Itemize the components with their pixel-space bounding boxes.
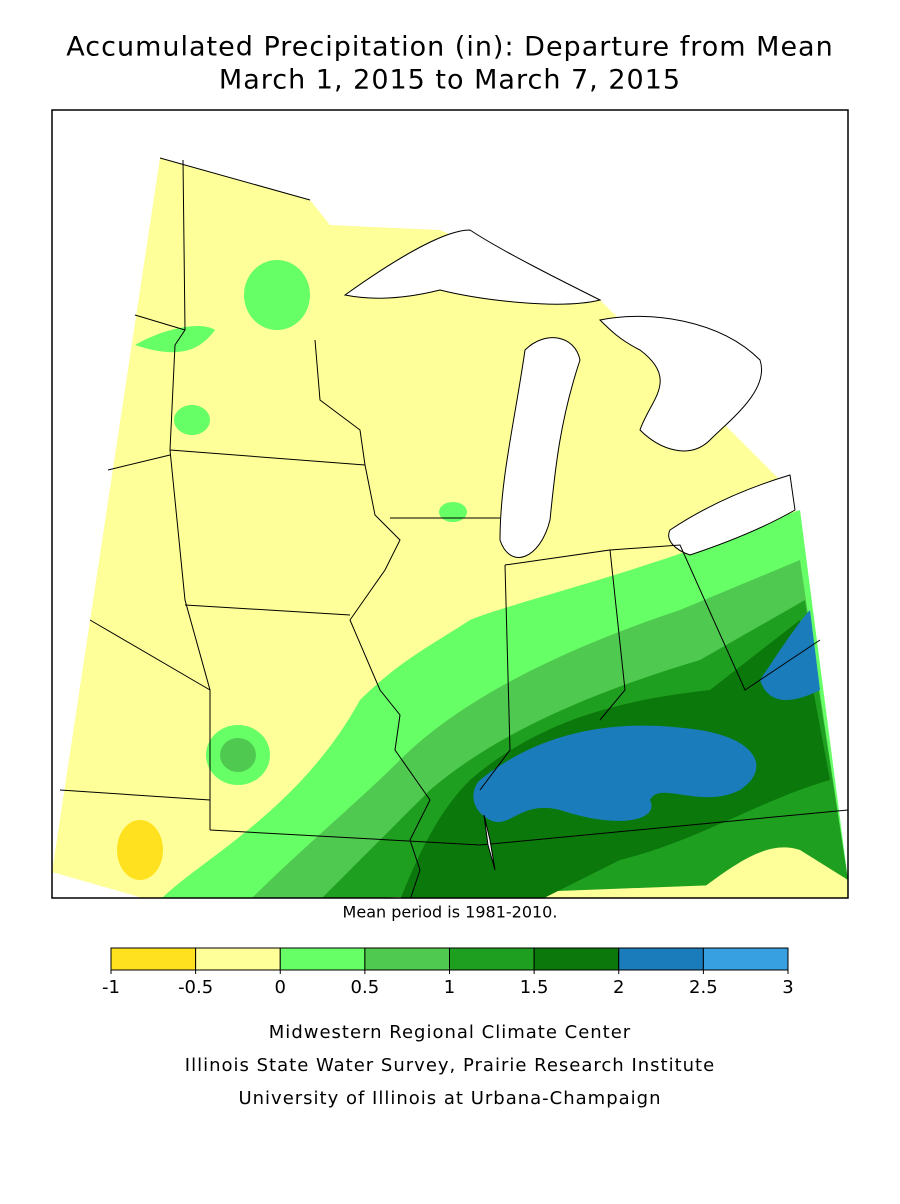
contour [692, 847, 848, 898]
borders [59, 157, 848, 898]
colorbar-swatch [618, 947, 704, 971]
colorbar-tick-label: 1 [444, 977, 455, 998]
colorbar-tick-label: 3 [782, 977, 793, 998]
note: Mean period is 1981-2010. [343, 903, 558, 922]
river [483, 814, 496, 871]
lake-superior [343, 229, 602, 305]
contour [760, 610, 820, 700]
credit: Illinois State Water Survey, Prairie Res… [185, 1055, 715, 1076]
map-frame [51, 109, 849, 899]
contour [135, 325, 215, 353]
colorbar-swatch [110, 947, 197, 971]
title-line: March 1, 2015 to March 7, 2015 [219, 65, 681, 96]
contour [220, 738, 256, 772]
colorbar-swatch [533, 947, 620, 971]
colorbar-tick-label: 0 [275, 977, 286, 998]
title-line: Accumulated Precipitation (in): Departur… [66, 32, 833, 63]
contour [117, 820, 163, 880]
lake-erie [668, 474, 796, 556]
colorbar-tick-label: -1 [102, 977, 120, 998]
colorbar-swatch [195, 947, 281, 971]
colorbar-tick-label: 2 [613, 977, 624, 998]
contour [439, 502, 467, 522]
lake-huron [598, 315, 763, 452]
colorbar-swatch [279, 947, 366, 971]
colorbar-tick-label: 0.5 [351, 977, 380, 998]
colorbar-swatch [364, 947, 450, 971]
credit: University of Illinois at Urbana-Champai… [238, 1088, 661, 1109]
map [51, 109, 849, 899]
colorbar-tick-label: 2.5 [689, 977, 718, 998]
colorbar-swatch [449, 947, 535, 971]
colorbar-tick-label: -0.5 [178, 977, 213, 998]
contour [473, 725, 757, 823]
credit: Midwestern Regional Climate Center [269, 1022, 631, 1043]
contour [244, 260, 310, 330]
contour [174, 405, 210, 435]
colorbar: -1 -0.5 0 0.5 1 1.5 2 2.5 3 [102, 947, 794, 998]
colorbar-swatch [702, 947, 789, 971]
colorbar-tick-label: 1.5 [520, 977, 549, 998]
lake-michigan [499, 337, 581, 558]
